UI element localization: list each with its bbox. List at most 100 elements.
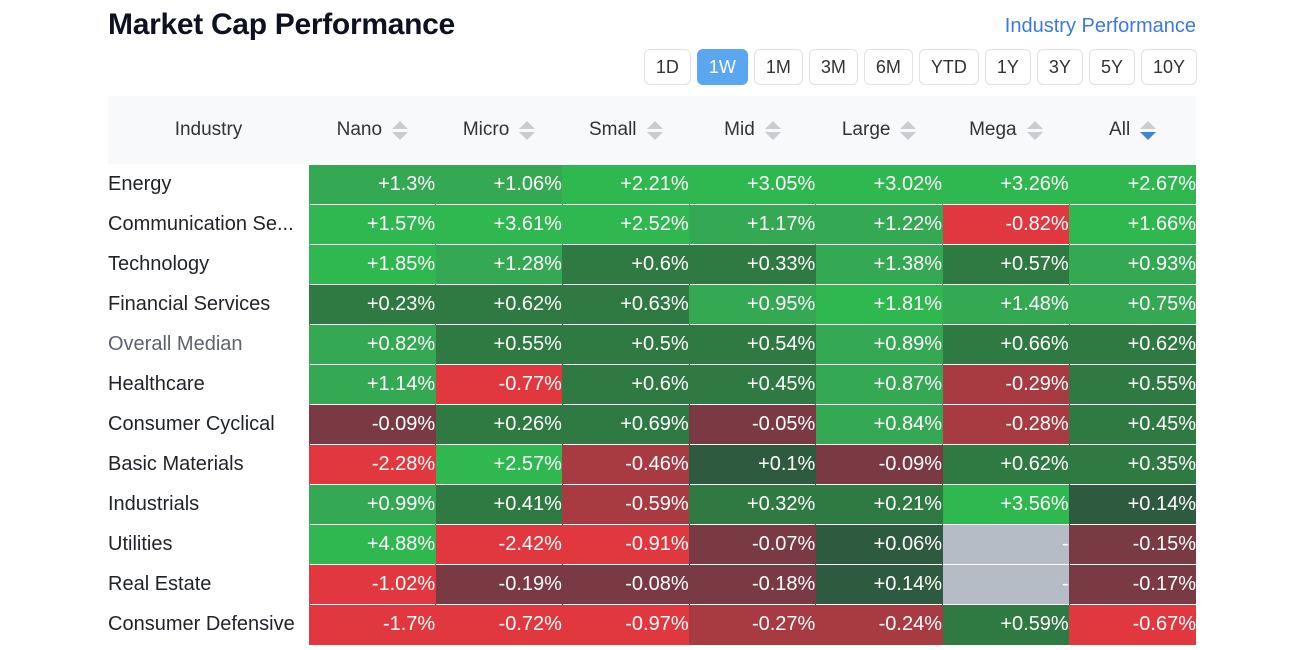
period-selector: 1D 1W 1M 3M 6M YTD 1Y 3Y 5Y 10Y: [643, 49, 1197, 85]
column-header-mega[interactable]: Mega: [942, 96, 1070, 165]
performance-cell-small: -0.46%: [562, 444, 690, 485]
period-button-10y[interactable]: 10Y: [1140, 49, 1197, 85]
sort-icon: [392, 120, 409, 140]
industry-name[interactable]: Utilities: [108, 524, 309, 565]
performance-cell-small: +0.6%: [562, 244, 690, 285]
performance-cell-all: +0.62%: [1069, 324, 1196, 365]
table-row[interactable]: Financial Services +0.23% +0.62% +0.63% +0.9…: [108, 284, 1196, 325]
performance-cell-large: +0.14%: [815, 564, 943, 605]
sort-descending-icon: [1140, 120, 1157, 140]
table-row[interactable]: Healthcare +1.14% -0.77% +0.6% +0.45% +0.87% -…: [108, 364, 1196, 405]
table-header: Industry Nano Micro Small Mid Large Mega All: [108, 96, 1196, 165]
performance-cell-mid: +0.54%: [689, 324, 816, 365]
column-header-label: Nano: [336, 119, 383, 140]
performance-cell-mid: +0.32%: [689, 484, 816, 525]
table-row[interactable]: Consumer Cyclical -0.09% +0.26% +0.69% -0.05…: [108, 404, 1196, 445]
industry-name[interactable]: Energy: [108, 164, 309, 205]
table-row[interactable]: Utilities +4.88% -2.42% -0.91% -0.07% +0.06% -…: [108, 524, 1196, 565]
sort-up-arrow-icon: [764, 120, 781, 129]
performance-cell-nano: -2.28%: [309, 444, 436, 485]
performance-cell-all: -0.17%: [1069, 564, 1196, 605]
performance-cell-mid: +1.17%: [689, 204, 816, 245]
performance-cell-mid: -0.07%: [689, 524, 816, 565]
column-header-label: Micro: [462, 119, 510, 140]
performance-cell-micro: -2.42%: [435, 524, 563, 565]
performance-cell-mid: +0.33%: [689, 244, 816, 285]
performance-cell-nano: -0.09%: [309, 404, 436, 445]
performance-cell-small: -0.08%: [562, 564, 690, 605]
performance-cell-nano: +0.82%: [309, 324, 436, 365]
table-row[interactable]: Basic Materials -2.28% +2.57% -0.46% +0.1% -0…: [108, 444, 1196, 485]
column-header-all[interactable]: All: [1069, 96, 1196, 165]
column-header-large[interactable]: Large: [815, 96, 943, 165]
performance-cell-nano: +1.3%: [309, 164, 436, 205]
column-header-small[interactable]: Small: [562, 96, 690, 165]
period-button-3m[interactable]: 3M: [808, 49, 858, 85]
industry-name[interactable]: Consumer Defensive: [108, 604, 309, 645]
industry-name[interactable]: Healthcare: [108, 364, 309, 405]
performance-cell-small: +2.52%: [562, 204, 690, 245]
column-header-inner: Mega: [969, 119, 1043, 141]
column-header-inner: Mid: [724, 119, 781, 141]
performance-cell-micro: -0.19%: [435, 564, 563, 605]
column-header-industry[interactable]: Industry: [108, 96, 309, 165]
table-row[interactable]: Real Estate -1.02% -0.19% -0.08% -0.18% +0.14…: [108, 564, 1196, 605]
industry-name[interactable]: Overall Median: [108, 324, 309, 365]
performance-cell-large: +0.06%: [815, 524, 943, 565]
period-button-1d[interactable]: 1D: [643, 49, 691, 85]
table-row[interactable]: Communication Se... +1.57% +3.61% +2.52% +1.…: [108, 204, 1196, 245]
table-row[interactable]: Overall Median +0.82% +0.55% +0.5% +0.54% +0.…: [108, 324, 1196, 365]
period-button-1w[interactable]: 1W: [696, 49, 748, 85]
period-button-6m[interactable]: 6M: [863, 49, 913, 85]
table-row[interactable]: Consumer Defensive -1.7% -0.72% -0.97% -0.27…: [108, 604, 1196, 645]
industry-performance-link[interactable]: Industry Performance: [1004, 15, 1196, 37]
performance-cell-nano: +1.85%: [309, 244, 436, 285]
table-body: Energy +1.3% +1.06% +2.21% +3.05% +3.02% +3.26…: [108, 164, 1196, 645]
performance-cell-large: +0.89%: [815, 324, 943, 365]
period-button-5y[interactable]: 5Y: [1088, 49, 1135, 85]
performance-cell-mid: -0.27%: [689, 604, 816, 645]
sort-icon: [646, 120, 663, 140]
industry-name[interactable]: Consumer Cyclical: [108, 404, 309, 445]
performance-cell-small: +0.6%: [562, 364, 690, 405]
performance-cell-micro: +1.28%: [435, 244, 563, 285]
performance-cell-small: +0.69%: [562, 404, 690, 445]
table-header-row: Industry Nano Micro Small Mid Large Mega All: [108, 96, 1196, 165]
column-header-inner: Small: [589, 119, 663, 141]
table-row[interactable]: Energy +1.3% +1.06% +2.21% +3.05% +3.02% +3.26…: [108, 164, 1196, 205]
column-header-label: All: [1109, 119, 1131, 140]
column-header-micro[interactable]: Micro: [435, 96, 563, 165]
performance-cell-nano: +0.23%: [309, 284, 436, 325]
performance-cell-small: +2.21%: [562, 164, 690, 205]
performance-cell-small: +0.63%: [562, 284, 690, 325]
sort-icon: [519, 120, 536, 140]
industry-name[interactable]: Financial Services: [108, 284, 309, 325]
performance-cell-nano: +1.14%: [309, 364, 436, 405]
performance-cell-mega: +1.48%: [942, 284, 1070, 325]
period-button-ytd[interactable]: YTD: [918, 49, 979, 85]
industry-name[interactable]: Industrials: [108, 484, 309, 525]
sort-up-arrow-icon: [1026, 120, 1043, 129]
performance-cell-mid: +0.95%: [689, 284, 816, 325]
performance-cell-all: +0.75%: [1069, 284, 1196, 325]
performance-cell-all: +0.93%: [1069, 244, 1196, 285]
performance-cell-small: -0.97%: [562, 604, 690, 645]
period-button-3y[interactable]: 3Y: [1036, 49, 1083, 85]
period-button-1m[interactable]: 1M: [753, 49, 803, 85]
column-header-label: Large: [841, 119, 891, 140]
performance-cell-mega: -: [942, 564, 1070, 605]
performance-cell-mega: -0.28%: [942, 404, 1070, 445]
sort-down-arrow-icon: [1140, 131, 1157, 140]
sort-up-arrow-icon: [392, 120, 409, 129]
column-header-nano[interactable]: Nano: [309, 96, 436, 165]
table-row[interactable]: Technology +1.85% +1.28% +0.6% +0.33% +1.38% +…: [108, 244, 1196, 285]
period-button-1y[interactable]: 1Y: [984, 49, 1031, 85]
industry-name[interactable]: Basic Materials: [108, 444, 309, 485]
performance-cell-large: +0.21%: [815, 484, 943, 525]
column-header-mid[interactable]: Mid: [689, 96, 816, 165]
industry-name[interactable]: Real Estate: [108, 564, 309, 605]
industry-name[interactable]: Technology: [108, 244, 309, 285]
performance-cell-mega: -0.82%: [942, 204, 1070, 245]
table-row[interactable]: Industrials +0.99% +0.41% -0.59% +0.32% +0.21…: [108, 484, 1196, 525]
industry-name[interactable]: Communication Se...: [108, 204, 309, 245]
